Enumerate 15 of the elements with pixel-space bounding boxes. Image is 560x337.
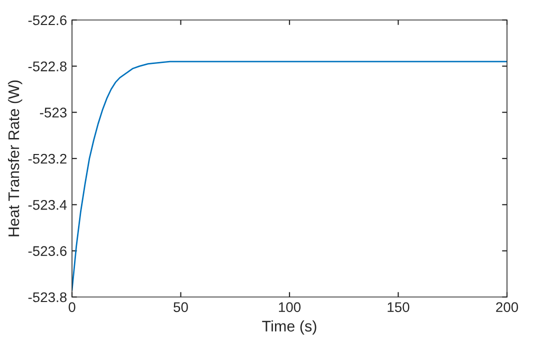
x-tick-label: 50 — [174, 302, 188, 312]
line-series — [72, 60, 507, 291]
x-axis-title: Time (s) — [262, 320, 316, 335]
y-tick-label: -522.6 — [28, 15, 67, 26]
y-axis-title: Heat Transfer Rate (W) — [8, 80, 22, 236]
y-tick-label: -522.8 — [28, 62, 67, 72]
y-tick-label: -523.2 — [28, 154, 66, 164]
x-tick-label: 150 — [388, 302, 410, 312]
x-tick-label: 0 — [68, 302, 76, 312]
y-tick-label: -523 — [40, 108, 67, 118]
x-tick-label: 100 — [278, 302, 301, 312]
y-tick-label: -523.6 — [28, 246, 67, 256]
y-tick-label: -523.8 — [28, 292, 67, 302]
x-tick-label: 200 — [496, 302, 518, 312]
y-tick-label: -523.4 — [28, 200, 67, 210]
